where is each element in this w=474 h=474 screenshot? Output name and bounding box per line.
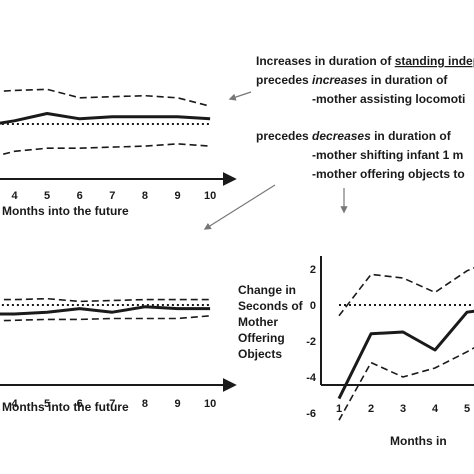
y-axis-label-line: Offering: [238, 331, 285, 345]
bottom-x-tick-label: 4: [11, 398, 18, 410]
bottom-x-tick-label: 8: [142, 398, 148, 410]
arrow-to-bottom-left-panel: [203, 184, 276, 230]
right-x-tick-label: 1: [336, 403, 342, 415]
right-series-dashed-1: [338, 266, 474, 317]
x-axis-label: Months into the future: [2, 400, 129, 414]
y-axis-label-line: Seconds of: [238, 299, 304, 313]
y-axis-label: Change in Seconds of Mother Offering Objects: [238, 283, 304, 361]
top-x-tick-label: 7: [109, 190, 115, 202]
bottom-x-tick-label: 6: [77, 398, 83, 410]
annotation-line-4: precedes decreases in duration of: [256, 129, 452, 143]
y-axis-label-line: Change in: [238, 283, 296, 297]
panel-bottom-right: 2 0 -2 -4 -6 1 2 3 4 5 Months in Change in Second…: [238, 256, 474, 448]
y-axis-label-line: Objects: [238, 347, 282, 361]
right-x-tick-label: 3: [400, 403, 406, 415]
bottom-x-tick-label: 5: [44, 398, 50, 410]
annotation-line-5: -mother shifting infant 1 m: [312, 148, 463, 162]
right-y-tick-label: -6: [306, 408, 316, 420]
right-x-tick-label: 2: [368, 403, 374, 415]
bottom-series-solid-0: [0, 305, 211, 316]
top-x-tick-label: 5: [44, 190, 50, 202]
arrow-to-top-panel: [228, 91, 252, 101]
top-x-tick-label: 10: [204, 190, 216, 202]
top-x-tick-label: 4: [11, 190, 18, 202]
bottom-series-dashed-2: [0, 315, 211, 322]
right-y-tick-label: -4: [306, 372, 317, 384]
right-y-tick-label: 0: [310, 300, 316, 312]
top-series-solid-0: [0, 112, 211, 125]
right-y-tick-label: 2: [310, 264, 316, 276]
right-series-solid-0: [337, 309, 474, 400]
annotation-line-1: Increases in duration of standing indep: [256, 54, 474, 68]
x-axis-label: Months into the future: [2, 204, 129, 218]
panel-top-left: 4 5 6 7 8 9 10 Months into the future: [0, 88, 237, 218]
annotation-line-2: precedes increases in duration of: [256, 73, 448, 87]
x-axis-label: Months in: [390, 434, 447, 448]
panel-bottom-left: 4 5 6 7 8 9 10 Months into the future: [0, 297, 237, 414]
bottom-x-tick-label: 9: [174, 398, 180, 410]
annotation-block: Increases in duration of standing indep …: [256, 54, 474, 181]
bottom-x-tick-label: 7: [109, 398, 115, 410]
bottom-x-tick-label: 10: [204, 398, 216, 410]
right-y-tick-label: -2: [306, 336, 316, 348]
pointer-arrows: [203, 91, 348, 230]
right-x-tick-label: 4: [432, 403, 439, 415]
top-x-tick-label: 6: [77, 190, 83, 202]
y-axis-label-line: Mother: [238, 315, 278, 329]
bottom-series-dashed-1: [0, 297, 211, 303]
annotation-line-3: -mother assisting locomoti: [312, 92, 465, 106]
right-x-tick-label: 5: [464, 403, 470, 415]
top-x-tick-label: 9: [174, 190, 180, 202]
top-x-tick-label: 8: [142, 190, 148, 202]
top-series-dashed-2: [0, 143, 211, 156]
top-series-dashed-1: [0, 88, 211, 107]
annotation-line-6: -mother offering objects to: [312, 167, 465, 181]
